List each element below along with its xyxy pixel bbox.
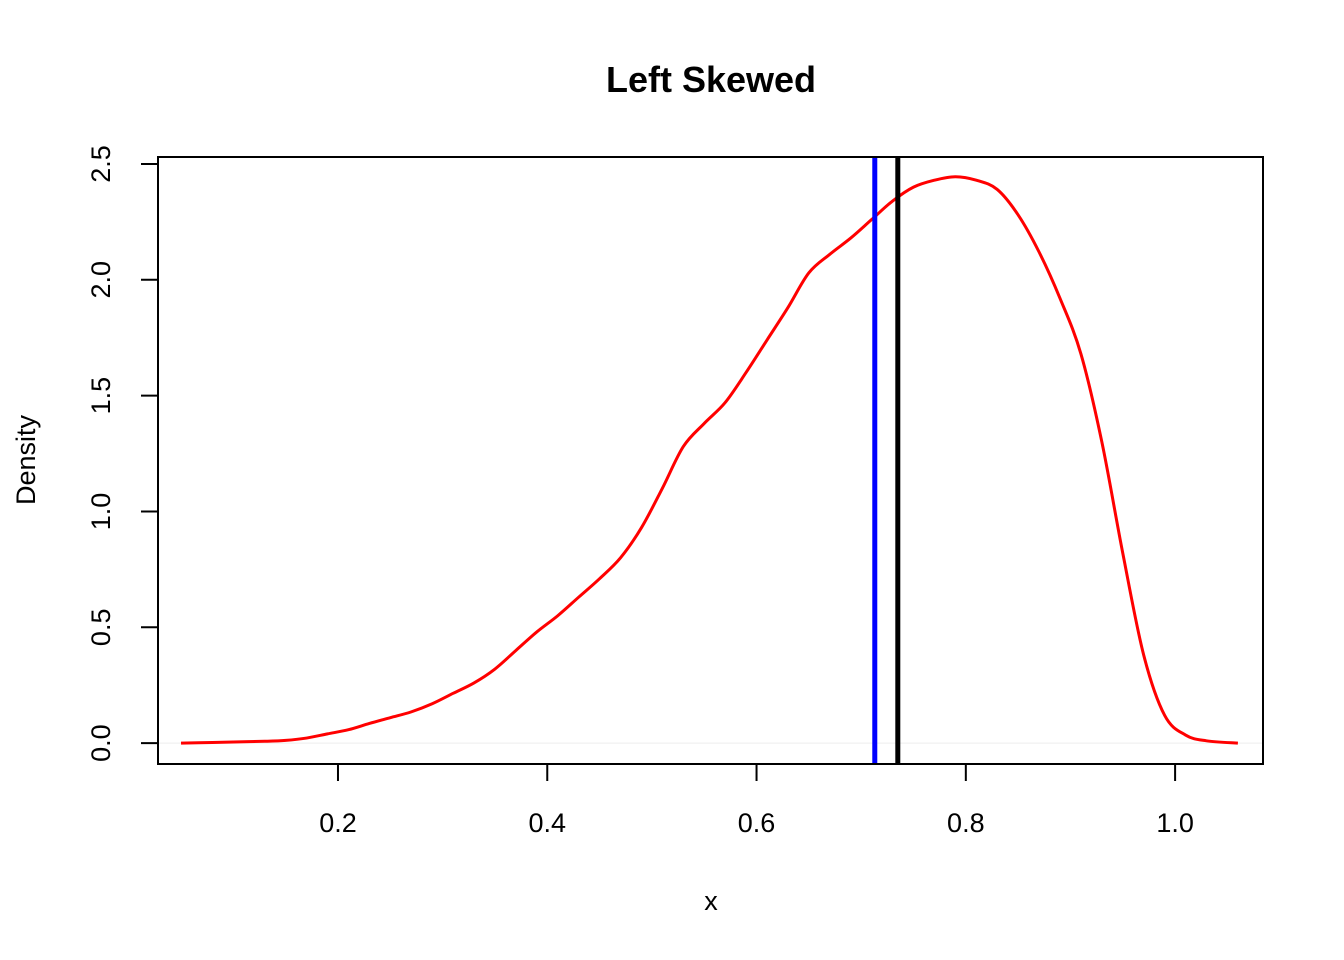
density-curve-0 [180, 175, 1239, 745]
x-axis: 0.2 0.4 0.6 0.8 1.0 [319, 763, 1194, 838]
vline-layer [872, 157, 901, 764]
series-layer [180, 175, 1239, 745]
x-axis-label: x [704, 886, 718, 916]
x-tick-label: 0.4 [528, 808, 566, 838]
y-tick-label: 0.0 [86, 724, 116, 762]
y-tick-label: 1.5 [86, 377, 116, 415]
x-tick-label: 0.2 [319, 808, 357, 838]
y-axis-label: Density [11, 414, 41, 505]
y-axis: 0.0 0.5 1.0 1.5 2.0 2.5 [86, 145, 159, 762]
x-tick-label: 0.8 [947, 808, 985, 838]
x-tick-label: 1.0 [1156, 808, 1194, 838]
y-tick-label: 2.5 [86, 145, 116, 183]
chart-title: Left Skewed [606, 59, 816, 100]
y-tick-label: 1.0 [86, 493, 116, 531]
y-tick-label: 0.5 [86, 609, 116, 647]
x-tick-label: 0.6 [738, 808, 776, 838]
plot-frame [157, 156, 1264, 765]
y-tick-label: 2.0 [86, 261, 116, 299]
